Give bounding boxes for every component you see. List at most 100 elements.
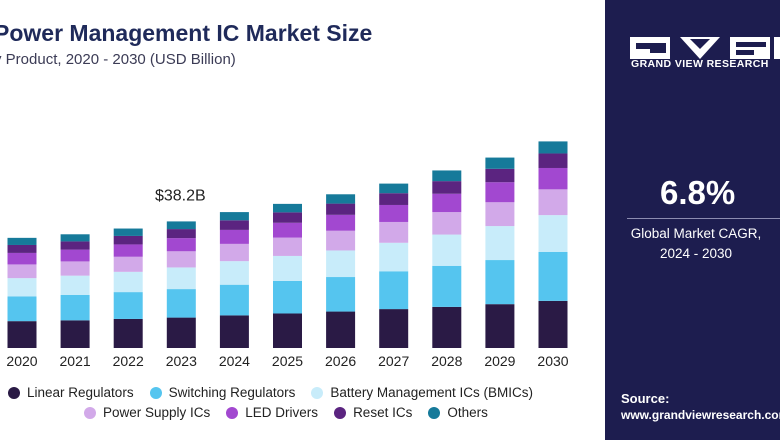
bar-segment xyxy=(432,181,462,194)
bar-segment xyxy=(273,280,302,314)
legend-label: Linear Regulators xyxy=(27,385,134,400)
legend-item: Switching Regulators xyxy=(149,385,296,400)
bar-segment xyxy=(219,229,249,244)
bar-segment xyxy=(538,167,568,190)
bar-segment xyxy=(379,309,409,348)
bar-segment xyxy=(219,261,249,285)
bar-segment xyxy=(60,294,90,321)
bar-segment xyxy=(273,222,302,238)
bar-segment xyxy=(326,203,356,215)
legend-item: Battery Management ICs (BMICs) xyxy=(311,385,533,400)
bar-segment xyxy=(60,249,90,262)
bar-segment xyxy=(113,292,143,319)
bar-segment xyxy=(379,221,409,243)
x-tick-label: 2022 xyxy=(113,353,144,369)
bar-segment xyxy=(60,234,90,242)
legend-label: LED Drivers xyxy=(245,405,319,420)
legend-label: Power Supply ICs xyxy=(103,405,211,420)
bar-segment xyxy=(432,234,462,266)
bar-segment xyxy=(326,194,356,204)
bar-segment xyxy=(432,193,462,213)
bar-segment xyxy=(485,260,515,305)
bar-segment xyxy=(485,226,515,261)
x-tick-label: 2025 xyxy=(272,353,303,369)
bar-segment xyxy=(166,267,196,290)
legend-row: Power Supply ICs LED Drivers Reset ICs Othe… xyxy=(84,405,504,420)
bar-segment xyxy=(113,235,143,245)
sidebar-panel: GRAND VIEW RESEARCH 6.8% Global Market C… xyxy=(605,0,780,440)
bar-segment xyxy=(538,251,568,301)
x-tick-label: 2023 xyxy=(166,353,197,369)
legend-label: Reset ICs xyxy=(353,405,413,420)
bar-segment xyxy=(7,278,37,297)
bar-segment xyxy=(113,318,143,348)
divider xyxy=(627,218,780,219)
chart-title: Power Management IC Market Size xyxy=(0,20,373,46)
bar-segment xyxy=(485,182,515,203)
bar-segment xyxy=(485,168,515,183)
chart-panel: Power Management IC Market Size y Produc… xyxy=(0,20,569,420)
legend-item: Linear Regulators xyxy=(8,385,134,400)
bar-segment xyxy=(219,284,249,316)
bar-chart: 2020 2021 2022 2023 $38.2B 2024 2025 2026 2027 20… xyxy=(6,141,569,369)
legend-item: Reset ICs xyxy=(334,405,412,420)
bar-segment xyxy=(379,271,409,310)
bar-segment xyxy=(538,189,568,216)
source-url: www.grandviewresearch.com xyxy=(621,408,780,422)
bar-segment xyxy=(166,251,196,268)
bar-segment xyxy=(379,204,409,222)
bar-segment xyxy=(7,264,37,279)
legend-swatch xyxy=(84,406,96,419)
bar-segment xyxy=(432,265,462,307)
bar-segment xyxy=(379,242,409,272)
bar-segment xyxy=(273,313,302,348)
bar-segment xyxy=(113,271,143,293)
bar-segment xyxy=(326,214,356,231)
cagr-value: 6.8% xyxy=(660,174,736,211)
x-tick-label: 2027 xyxy=(378,353,409,369)
brand-name: GRAND VIEW RESEARCH xyxy=(631,58,769,70)
x-tick-label: 2030 xyxy=(537,353,568,369)
legend-swatch xyxy=(8,386,20,399)
bar-segment xyxy=(273,212,302,223)
legend-label: Battery Management ICs (BMICs) xyxy=(330,385,533,400)
bar-segment xyxy=(166,289,196,318)
bar-segment xyxy=(326,277,356,312)
bar-segment xyxy=(485,157,515,169)
bar-segment xyxy=(7,296,37,322)
bar-segment xyxy=(219,212,249,221)
bar-segment xyxy=(432,306,462,348)
legend-swatch xyxy=(226,406,239,419)
legend-item: Power Supply ICs xyxy=(84,405,210,420)
bar-segment xyxy=(219,315,249,348)
legend-swatch xyxy=(311,386,324,399)
x-tick-label: 2020 xyxy=(6,353,37,369)
bar-segment xyxy=(485,202,515,227)
legend-item: LED Drivers xyxy=(226,405,318,420)
cagr-label: Global Market CAGR, 2024 - 2030 xyxy=(611,224,780,264)
legend-swatch xyxy=(428,406,441,419)
bar-segment xyxy=(166,317,196,348)
data-annotation: $38.2B xyxy=(155,187,206,204)
bar-segment xyxy=(219,220,249,230)
bar-segment xyxy=(7,252,37,265)
legend-swatch xyxy=(149,386,162,399)
bar-segment xyxy=(113,256,143,272)
bar-segment xyxy=(60,275,90,295)
bar-segment xyxy=(7,244,37,253)
cagr-label-line2: 2024 - 2030 xyxy=(659,246,733,261)
bar-segment xyxy=(113,244,143,257)
bar-segment xyxy=(7,237,37,245)
bar-segment xyxy=(485,304,515,348)
bar-segment xyxy=(326,250,356,278)
grand-view-research-logo-icon xyxy=(630,37,780,59)
x-tick-label: 2026 xyxy=(325,353,356,369)
bar-segment xyxy=(273,237,302,256)
bar-segment xyxy=(538,153,568,168)
bar-segment xyxy=(166,238,196,252)
bar-segment xyxy=(166,229,196,239)
bar-segment xyxy=(273,203,302,213)
bar-segment xyxy=(60,241,90,250)
bar-segment xyxy=(219,243,249,262)
legend-label: Switching Regulators xyxy=(168,385,296,400)
